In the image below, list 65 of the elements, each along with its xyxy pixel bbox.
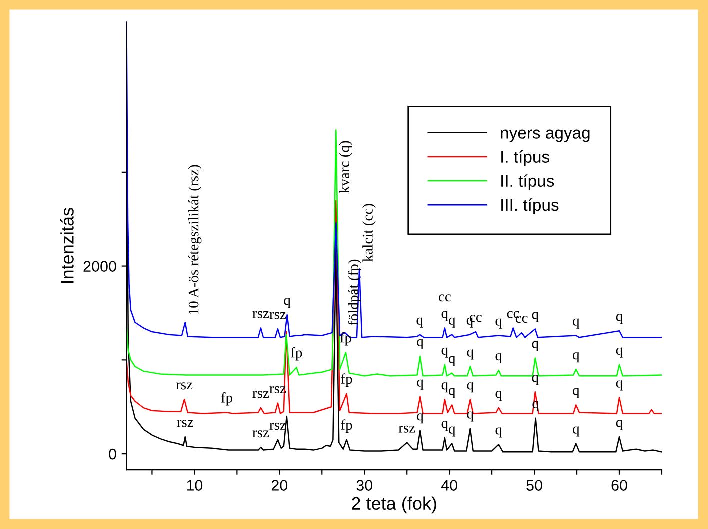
annotation: földpát (fp) (348, 260, 362, 326)
annotation: kvarc (q) (339, 141, 352, 194)
annotation: 10 A-ös rétegszilikát (rsz) (188, 165, 202, 314)
annotation: q (467, 412, 474, 422)
x-tick-label: 40 (441, 480, 458, 491)
annotation: q (442, 311, 448, 322)
annotation: fp (221, 392, 232, 406)
annotation: fp (291, 347, 302, 361)
annotation: q (449, 426, 456, 437)
annotation: q (532, 375, 539, 386)
annotation: rsz (270, 423, 286, 430)
annotation: q (442, 382, 448, 393)
annotation: q (284, 298, 291, 308)
annotation: cc (507, 311, 520, 318)
annotation: cc (438, 294, 451, 302)
annotation: q (449, 388, 456, 398)
legend-label: I. típus (502, 150, 550, 166)
annotation: rsz (252, 311, 270, 318)
annotation: rsz (252, 391, 270, 398)
annotation: rsz (252, 430, 270, 438)
annotation: q (442, 421, 448, 432)
annotation: q (573, 352, 580, 363)
y-tick-label: 0 (109, 448, 116, 460)
annotation: q (616, 314, 623, 324)
annotation: fp (341, 420, 352, 434)
annotation: q (532, 341, 539, 352)
x-tick-label: 50 (526, 480, 542, 491)
annotation: q (616, 380, 623, 391)
y-tick-label: 2000 (84, 261, 116, 272)
annotation: q (449, 356, 456, 366)
x-tick-label: 60 (612, 480, 628, 491)
annotation: q (467, 350, 474, 360)
x-axis-title: 2 teta (fok) (352, 496, 436, 514)
annotation: q (496, 353, 502, 364)
annotation: fp (341, 374, 352, 388)
x-tick-label: 20 (272, 480, 288, 491)
legend-label: nyers agyag (501, 130, 590, 142)
annotation: q (496, 428, 502, 438)
annotation: kalcit (cc) (362, 204, 376, 262)
annotation: q (573, 426, 580, 437)
legend-label: II. típus (502, 174, 554, 190)
annotation: cc (516, 316, 528, 324)
annotation: q (449, 318, 456, 328)
y-axis-title: Intenzitás (60, 208, 74, 284)
annotation: q (467, 382, 474, 393)
annotation: q (532, 312, 539, 322)
annotation: q (616, 420, 623, 430)
annotation: q (442, 348, 448, 358)
annotation: fp (340, 332, 352, 346)
x-tick-label: 10 (187, 480, 203, 491)
annotation: q (417, 339, 424, 350)
legend-label: III. típus (502, 198, 559, 214)
annotation: rsz (398, 426, 416, 433)
x-tick-label: 30 (356, 480, 373, 491)
annotation: rsz (176, 382, 193, 390)
annotation: q (496, 318, 502, 329)
annotation: q (573, 388, 580, 398)
annotation: q (616, 348, 623, 358)
annotation: rsz (270, 312, 286, 320)
annotation: q (417, 380, 424, 390)
annotation: q (496, 390, 502, 402)
annotation: q (417, 414, 424, 424)
annotation: q (573, 318, 580, 329)
annotation: rsz (177, 420, 194, 428)
annotation: q (416, 318, 424, 328)
